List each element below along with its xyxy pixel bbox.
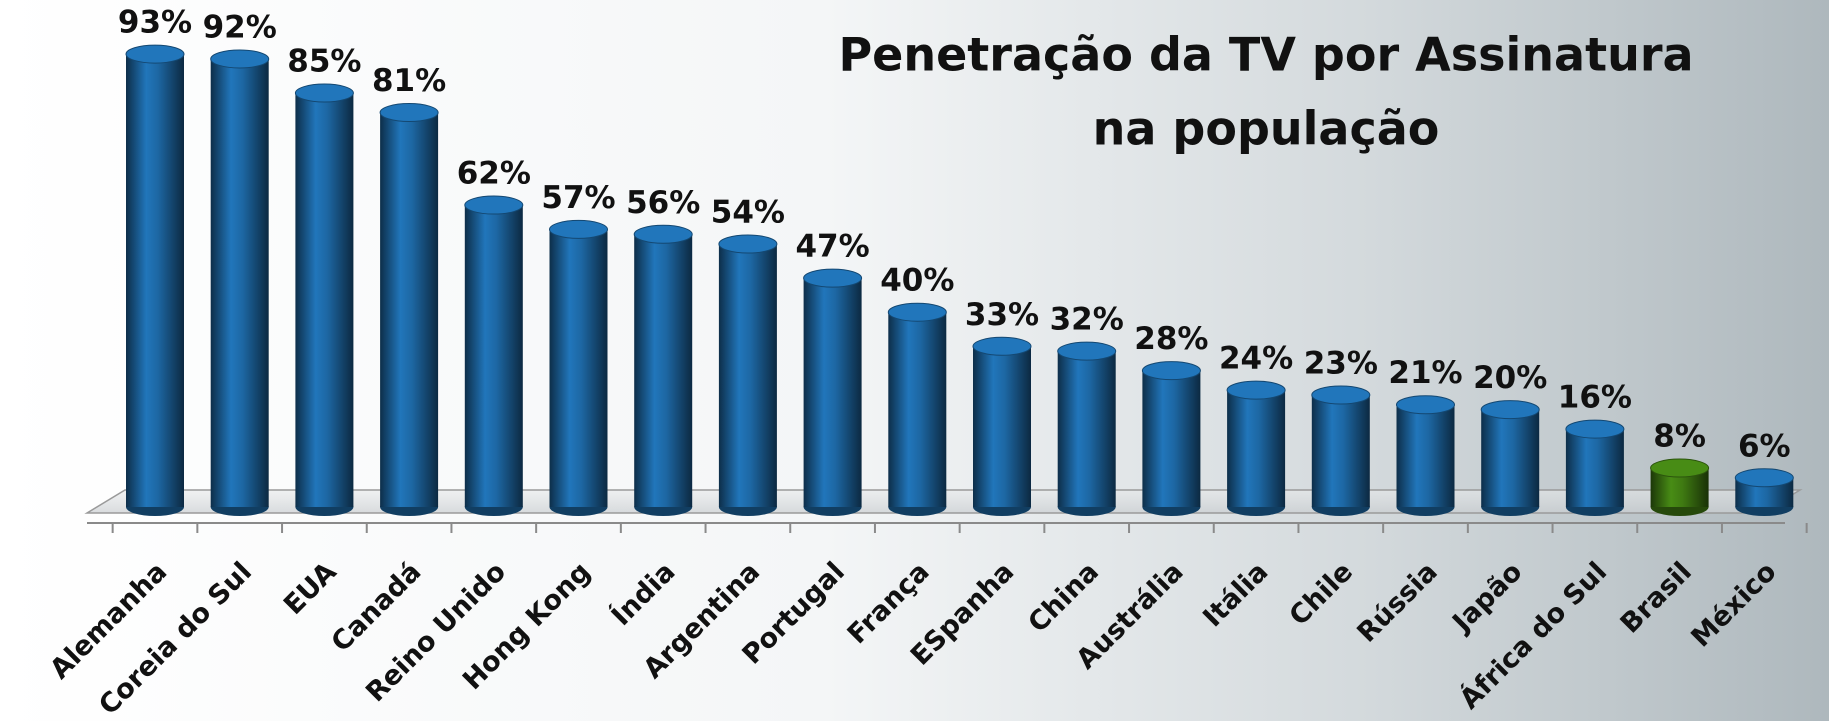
value-label: 54%	[711, 195, 785, 231]
bar-cap	[1142, 362, 1200, 380]
value-label: 57%	[541, 180, 615, 216]
bar	[295, 93, 353, 507]
bar-cap	[550, 220, 608, 238]
bar-cap	[126, 45, 184, 63]
bar	[380, 113, 438, 507]
value-label: 40%	[880, 263, 954, 299]
value-label: 62%	[457, 156, 531, 192]
bar	[1312, 395, 1370, 507]
value-label: 20%	[1473, 360, 1547, 396]
chart: Penetração da TV por Assinatura na popul…	[0, 0, 1829, 721]
value-label: 32%	[1050, 302, 1124, 338]
bar	[973, 346, 1031, 507]
bar	[1058, 351, 1116, 507]
value-label: 92%	[203, 9, 277, 45]
bar	[550, 229, 608, 507]
bar-cap	[465, 196, 523, 214]
bar-cap	[1227, 381, 1285, 399]
bar	[719, 244, 777, 507]
chart-title: na população	[1093, 102, 1440, 156]
value-label: 16%	[1558, 380, 1632, 416]
bar-cap	[804, 269, 862, 287]
value-label: 8%	[1653, 419, 1706, 455]
bar-cap	[1058, 342, 1116, 360]
bar	[1481, 410, 1539, 507]
bar	[888, 312, 946, 507]
value-label: 24%	[1219, 341, 1293, 377]
bar-cap	[973, 337, 1031, 355]
bar	[126, 54, 184, 507]
value-label: 81%	[372, 63, 446, 99]
bar	[465, 205, 523, 507]
value-label: 47%	[795, 229, 869, 265]
value-label: 85%	[287, 44, 361, 80]
bar-cap	[634, 225, 692, 243]
bar-cap	[295, 84, 353, 102]
bar-cap	[1397, 396, 1455, 414]
bar	[804, 278, 862, 507]
value-label: 23%	[1304, 345, 1378, 381]
chart-title: Penetração da TV por Assinatura	[838, 28, 1693, 82]
bar-cap	[1735, 469, 1793, 487]
bar-cap	[719, 235, 777, 253]
value-label: 93%	[118, 5, 192, 41]
value-label: 21%	[1388, 355, 1462, 391]
bar-cap	[211, 50, 269, 68]
bar-cap	[1566, 420, 1624, 438]
value-label: 28%	[1134, 321, 1208, 357]
bar-cap	[1312, 386, 1370, 404]
bar-cap	[1651, 459, 1709, 477]
bar	[1227, 390, 1285, 507]
bar-cap	[1481, 401, 1539, 419]
bar	[634, 234, 692, 507]
bar	[1566, 429, 1624, 507]
value-label: 6%	[1738, 428, 1791, 464]
bar	[1142, 371, 1200, 507]
value-label: 56%	[626, 185, 700, 221]
bar	[211, 59, 269, 507]
value-label: 33%	[965, 297, 1039, 333]
bar-cap	[380, 104, 438, 122]
bar	[1397, 405, 1455, 507]
bar-cap	[888, 303, 946, 321]
